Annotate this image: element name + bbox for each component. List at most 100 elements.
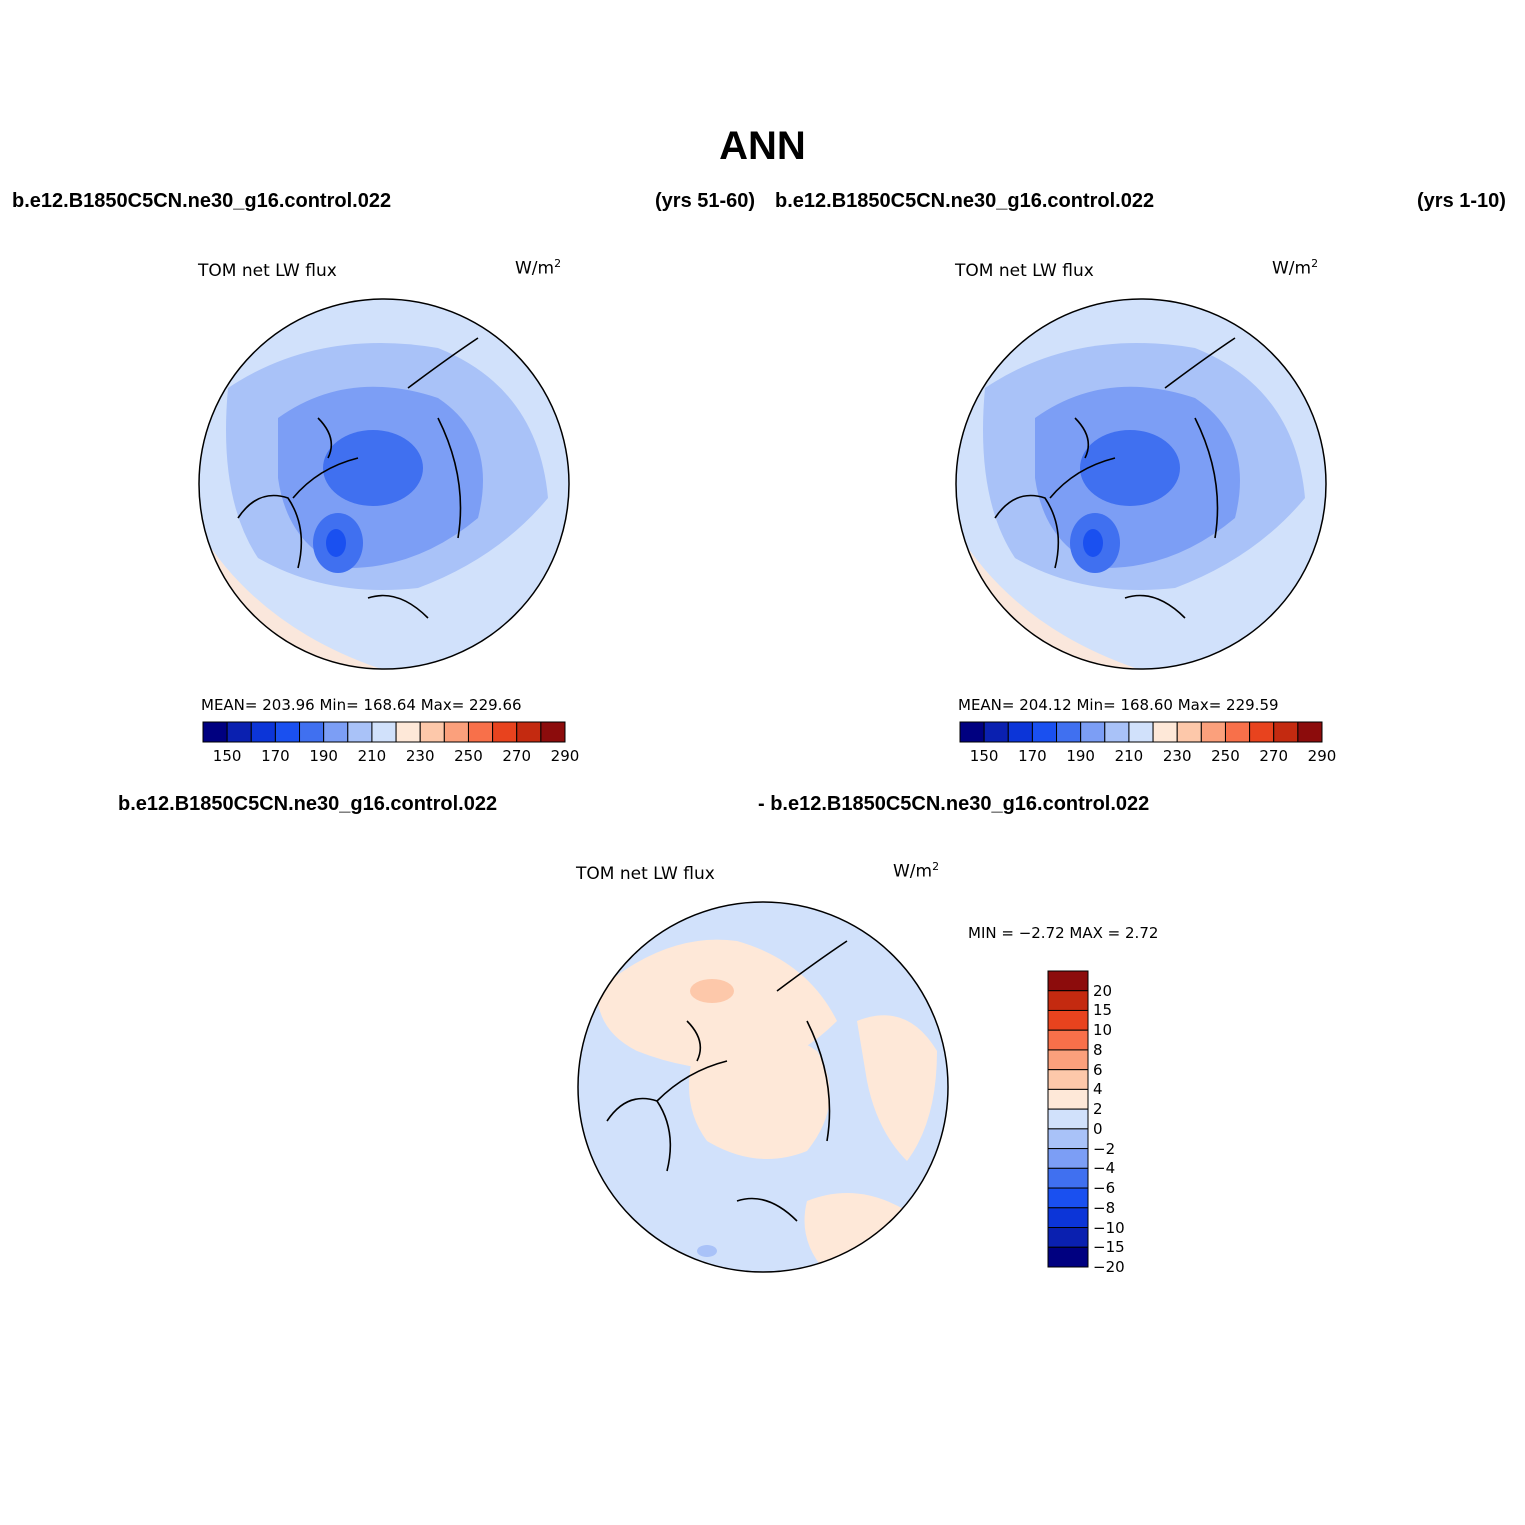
- field-greenland-core: [326, 529, 346, 557]
- colorbar-swatch: [959, 721, 985, 743]
- field-greenland-core: [1083, 529, 1103, 557]
- colorbar-tick-label: 6: [1093, 1060, 1103, 1079]
- colorbar-swatch: [1249, 721, 1275, 743]
- colorbar-swatch: [250, 721, 276, 743]
- colorbar-ticks-difference: 20 15 10 8 6 4 2 0 −2 −4 −6 −8 −10 −15 −20: [1093, 970, 1153, 1276]
- colorbar-tick-label: 290: [1307, 747, 1337, 765]
- colorbar-tick-label: 8: [1093, 1040, 1103, 1059]
- colorbar-tick-label: −2: [1093, 1139, 1116, 1158]
- colorbar-swatch: [1056, 721, 1082, 743]
- colorbar-tick-label: −10: [1093, 1218, 1125, 1237]
- colorbar-tick-label: 170: [1018, 747, 1047, 765]
- colorbar-swatch: [299, 721, 325, 743]
- colorbar-top-left: [202, 721, 566, 743]
- colorbar-swatch: [1047, 1108, 1089, 1130]
- stats-top-right: MEAN= 204.12 Min= 168.60 Max= 229.59: [958, 696, 1279, 714]
- years-label-left: (yrs 51-60): [655, 190, 756, 212]
- colorbar-swatch: [1047, 1207, 1089, 1229]
- colorbar-tick-label: 4: [1093, 1080, 1103, 1099]
- colorbar-ticks-top-left: 150 170 190 210 230 250 270 290: [203, 747, 580, 767]
- field-negative-min: [697, 1245, 717, 1257]
- coastlines: [237, 337, 479, 619]
- polar-map-top-left: [198, 298, 570, 670]
- colorbar-swatch: [1047, 1128, 1089, 1150]
- colorbar-tick-label: 210: [357, 747, 387, 765]
- colorbar-swatch: [1047, 1187, 1089, 1209]
- colorbar-swatch: [1047, 1246, 1089, 1268]
- field-positive-d: [804, 1193, 907, 1272]
- colorbar-tick-label: 20: [1093, 981, 1113, 1000]
- main-title: ANN: [719, 124, 806, 168]
- colorbar-tick-label: −8: [1093, 1198, 1116, 1217]
- colorbar-swatch: [1047, 1009, 1089, 1031]
- colorbar-swatch: [202, 721, 228, 743]
- case-label-bottom-right: - b.e12.B1850C5CN.ne30_g16.control.022: [758, 793, 1150, 815]
- colorbar-swatch: [1047, 1088, 1089, 1110]
- colorbar-tick-label: 10: [1093, 1021, 1113, 1040]
- colorbar-swatch: [1128, 721, 1154, 743]
- colorbar-swatch: [467, 721, 494, 743]
- colorbar-swatch: [1104, 721, 1130, 743]
- colorbar-tick-label: 230: [1162, 747, 1192, 765]
- case-label-bottom-left: b.e12.B1850C5CN.ne30_g16.control.022: [118, 793, 498, 815]
- colorbar-swatch: [1047, 1148, 1089, 1169]
- colorbar-swatch: [1047, 1227, 1089, 1248]
- colorbar-swatch: [395, 721, 421, 743]
- colorbar-tick-label: 230: [405, 747, 435, 765]
- colorbar-swatch: [1047, 990, 1089, 1011]
- colorbar-swatch: [540, 721, 566, 743]
- colorbar-tick-label: 270: [1259, 747, 1289, 765]
- colorbar-swatch: [419, 721, 445, 743]
- colorbar-swatch: [1047, 1049, 1089, 1071]
- colorbar-swatch: [516, 721, 542, 743]
- stats-bottom: MIN = −2.72 MAX = 2.72: [968, 924, 1159, 942]
- colorbar-tick-label: 190: [1066, 747, 1095, 765]
- map-border: [198, 298, 570, 670]
- variable-label-top-left: TOM net LW flux: [198, 261, 337, 281]
- colorbar-tick-label: 210: [1114, 747, 1144, 765]
- variable-label-bottom: TOM net LW flux: [576, 864, 715, 884]
- colorbar-tick-label: 15: [1093, 1001, 1113, 1020]
- colorbar-tick-label: −6: [1093, 1179, 1116, 1198]
- colorbar-swatch: [443, 721, 469, 743]
- colorbar-swatch: [1200, 721, 1226, 743]
- field-positive-max: [690, 979, 734, 1003]
- colorbar-tick-label: 150: [212, 747, 242, 765]
- stats-top-left: MEAN= 203.96 Min= 168.64 Max= 229.66: [201, 696, 522, 714]
- years-label-right: (yrs 1-10): [1417, 190, 1506, 212]
- colorbar-swatch: [1047, 970, 1089, 992]
- field-band-warm: [199, 528, 569, 669]
- coastlines: [606, 940, 848, 1222]
- colorbar-swatch: [323, 721, 349, 743]
- colorbar-swatch: [1007, 721, 1033, 743]
- case-label-right: b.e12.B1850C5CN.ne30_g16.control.022: [775, 190, 1155, 212]
- colorbar-swatch: [1273, 721, 1299, 743]
- colorbar-swatch: [1047, 1029, 1089, 1051]
- colorbar-swatch: [1224, 721, 1251, 743]
- case-label-left: b.e12.B1850C5CN.ne30_g16.control.022: [12, 190, 392, 212]
- colorbar-swatch: [371, 721, 397, 743]
- colorbar-tick-label: −4: [1093, 1159, 1116, 1178]
- colorbar-swatch: [983, 721, 1009, 743]
- polar-map-top-right: [955, 298, 1327, 670]
- colorbar-tick-label: 2: [1093, 1100, 1103, 1119]
- colorbar-tick-label: 290: [550, 747, 580, 765]
- colorbar-tick-label: 0: [1093, 1119, 1103, 1138]
- colorbar-tick-label: 190: [309, 747, 338, 765]
- colorbar-swatch: [1080, 721, 1106, 743]
- units-label-bottom: W/m2: [893, 860, 940, 882]
- colorbar-difference: [1047, 970, 1089, 1268]
- colorbar-tick-label: 250: [454, 747, 483, 765]
- units-label-top-right: W/m2: [1272, 257, 1319, 279]
- units-label-top-left: W/m2: [515, 257, 562, 279]
- colorbar-swatch: [274, 721, 301, 743]
- colorbar-tick-label: 150: [969, 747, 999, 765]
- map-border: [577, 901, 949, 1273]
- colorbar-swatch: [1297, 721, 1323, 743]
- field-positive-c: [857, 1015, 937, 1161]
- colorbar-swatch: [1152, 721, 1178, 743]
- colorbar-swatch: [492, 721, 518, 743]
- colorbar-tick-label: 250: [1211, 747, 1240, 765]
- field-band-warm: [956, 528, 1326, 669]
- polar-map-difference: [577, 901, 949, 1273]
